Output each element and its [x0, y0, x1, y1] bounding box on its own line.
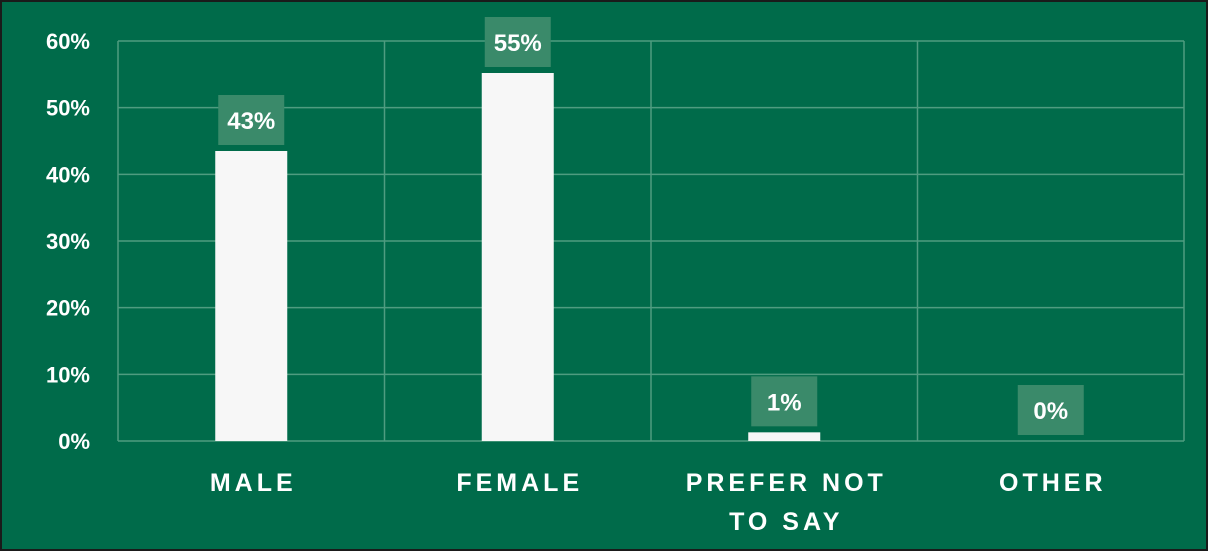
y-tick-label: 20% — [46, 296, 90, 321]
x-category-label: OTHER — [999, 469, 1107, 497]
x-category-label: PREFER NOT — [686, 469, 887, 497]
data-label-box — [484, 17, 551, 67]
data-label-text: 1% — [767, 389, 802, 416]
y-tick-label: 40% — [46, 162, 90, 187]
data-label: 1% — [751, 376, 818, 427]
x-category-label: FEMALE — [456, 469, 583, 497]
data-label-box — [751, 376, 818, 427]
y-tick-label: 10% — [46, 362, 90, 387]
data-label: 55% — [484, 17, 551, 67]
data-label: 0% — [1017, 385, 1084, 435]
data-label: 43% — [218, 95, 285, 145]
x-category-label: TO SAY — [729, 508, 843, 536]
grid-lines — [117, 40, 1185, 442]
y-tick-label: 60% — [46, 29, 90, 54]
bar — [748, 432, 821, 441]
data-label-text: 0% — [1033, 398, 1068, 425]
data-label-box — [218, 95, 285, 145]
data-label-text: 43% — [227, 108, 275, 135]
data-label-text: 55% — [494, 30, 542, 57]
bar — [215, 151, 288, 441]
x-category-label: MALE — [210, 469, 297, 497]
y-tick-label: 50% — [46, 96, 90, 121]
y-tick-label: 30% — [46, 229, 90, 254]
data-label-box — [1017, 385, 1084, 435]
y-tick-label: 0% — [58, 429, 90, 454]
bar — [481, 73, 554, 441]
